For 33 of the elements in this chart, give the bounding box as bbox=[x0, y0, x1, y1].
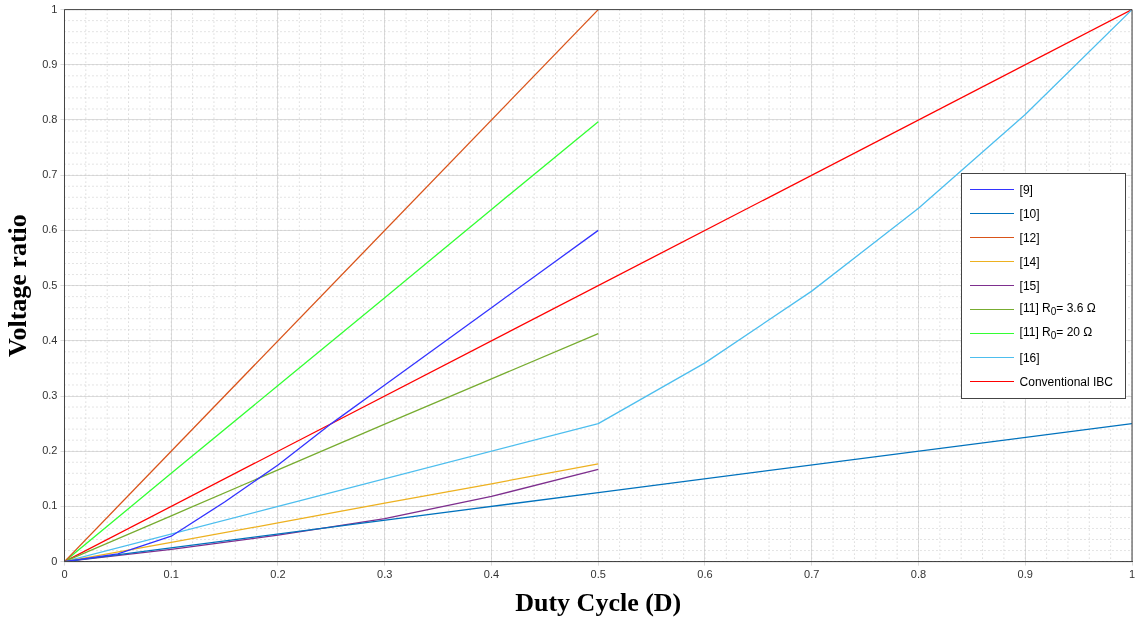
legend-label: [14] bbox=[1019, 254, 1040, 269]
y-tick-label: 0.3 bbox=[42, 389, 58, 402]
x-tick-label: 0.5 bbox=[590, 568, 606, 581]
x-axis-title: Duty Cycle (D) bbox=[515, 588, 682, 618]
x-tick-label: 0.7 bbox=[804, 568, 820, 581]
x-tick-label: 0.1 bbox=[163, 568, 179, 581]
y-tick-label: 1 bbox=[51, 2, 58, 15]
legend-label: Conventional IBC bbox=[1019, 374, 1113, 389]
legend-label: [10] bbox=[1019, 206, 1040, 221]
y-tick-label: 0.5 bbox=[42, 278, 58, 291]
legend-label: [11] R$_{0}$= 3.6 Ω bbox=[1019, 301, 1096, 318]
y-axis-title: Voltage ratio bbox=[3, 214, 33, 357]
legend-label: [12] bbox=[1019, 230, 1040, 245]
legend-label: [9] bbox=[1019, 182, 1033, 197]
x-tick-label: 0.3 bbox=[377, 568, 393, 581]
y-tick-label: 0.6 bbox=[42, 223, 58, 236]
x-tick-label: 0.4 bbox=[483, 568, 500, 581]
legend-label: [15] bbox=[1019, 278, 1040, 293]
x-tick-label: 1 bbox=[1128, 568, 1136, 581]
y-tick-label: 0.9 bbox=[42, 57, 58, 70]
legend-label: [16] bbox=[1019, 350, 1040, 365]
x-tick-label: 0.2 bbox=[270, 568, 286, 581]
y-tick-label: 0 bbox=[51, 554, 58, 567]
y-tick-label: 0.2 bbox=[42, 444, 58, 457]
y-tick-label: 0.8 bbox=[42, 113, 58, 126]
y-tick-label: 0.7 bbox=[42, 168, 58, 181]
x-tick-label: 0 bbox=[61, 568, 68, 581]
y-tick-label: 0.1 bbox=[42, 499, 58, 512]
legend-label: [11] R$_{0}$= 20 Ω bbox=[1019, 325, 1093, 342]
x-tick-label: 0.6 bbox=[697, 568, 713, 581]
x-tick-label: 0.8 bbox=[910, 568, 927, 581]
x-tick-label: 0.9 bbox=[1017, 568, 1033, 581]
y-tick-label: 0.4 bbox=[42, 333, 58, 346]
